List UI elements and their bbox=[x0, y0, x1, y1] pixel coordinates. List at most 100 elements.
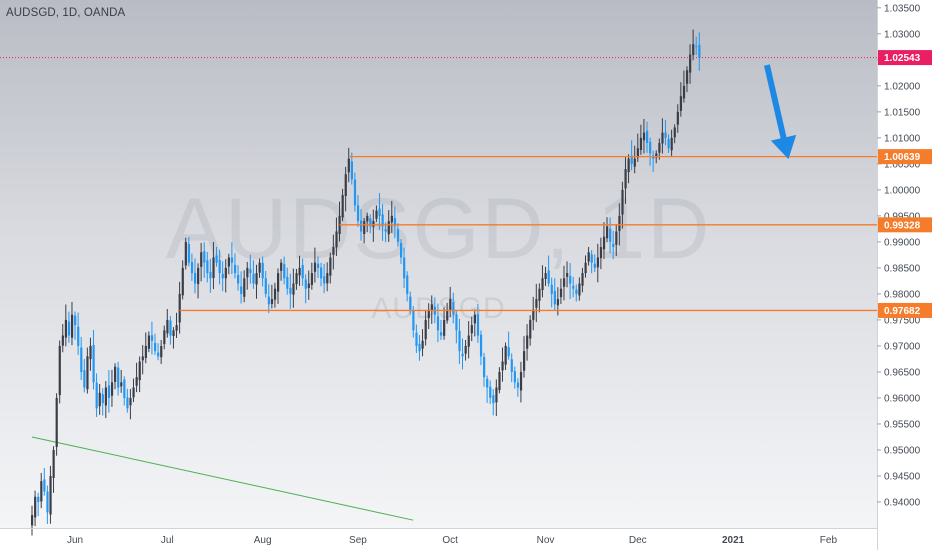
candle-body bbox=[646, 130, 649, 144]
candle-body bbox=[316, 263, 320, 268]
candle-body bbox=[237, 274, 240, 284]
candle-body bbox=[295, 273, 298, 285]
candle-body bbox=[483, 357, 486, 378]
candle-body bbox=[553, 290, 556, 305]
y-tick-label: 0.97500 bbox=[884, 315, 921, 326]
candle-body bbox=[80, 347, 83, 372]
level-price-tag[interactable] bbox=[878, 217, 932, 233]
x-tick-label: Nov bbox=[537, 535, 555, 546]
candle-body bbox=[86, 356, 89, 390]
candle-body bbox=[504, 345, 507, 365]
candle-body bbox=[636, 148, 639, 158]
candle-body bbox=[98, 392, 101, 407]
candle-body bbox=[55, 397, 58, 448]
candle-body bbox=[606, 226, 609, 239]
candle-body bbox=[209, 271, 212, 279]
x-tick-label: Oct bbox=[442, 535, 458, 546]
candle-body bbox=[627, 158, 630, 173]
candle-body bbox=[43, 479, 46, 492]
candle-body bbox=[310, 273, 314, 285]
candle-body bbox=[184, 241, 187, 266]
candle-body bbox=[612, 243, 615, 248]
y-tick-label: 0.95500 bbox=[884, 419, 921, 430]
candle-body bbox=[227, 257, 230, 267]
candle-body bbox=[313, 262, 317, 272]
trendline[interactable] bbox=[31, 436, 414, 521]
candle-body bbox=[661, 132, 664, 144]
candle-body bbox=[452, 302, 455, 315]
candle-body bbox=[698, 44, 701, 58]
candle-body bbox=[273, 288, 277, 300]
candle-body bbox=[541, 278, 544, 290]
candle-body bbox=[200, 252, 203, 267]
level-price-tag[interactable] bbox=[878, 149, 932, 165]
candle-body bbox=[129, 397, 132, 406]
candle-body bbox=[486, 378, 489, 388]
candle-body bbox=[74, 315, 77, 326]
candle-body bbox=[160, 345, 163, 358]
x-tick-label: Aug bbox=[254, 535, 272, 546]
candle-body bbox=[479, 334, 483, 357]
candle-body bbox=[221, 273, 224, 279]
candle-body bbox=[249, 269, 252, 274]
candle-body bbox=[535, 299, 538, 308]
candle-body bbox=[101, 394, 104, 404]
candle-body bbox=[77, 326, 80, 346]
candle-body bbox=[277, 273, 280, 292]
candle-body bbox=[587, 252, 590, 262]
current-price-tag[interactable] bbox=[878, 50, 932, 66]
candle-body bbox=[246, 267, 249, 278]
candle-body bbox=[120, 382, 123, 387]
level-price-tag-label: 0.97682 bbox=[884, 306, 921, 317]
y-tick-label: 0.95000 bbox=[884, 445, 921, 456]
candle-body bbox=[572, 285, 575, 289]
candle-body bbox=[215, 255, 218, 263]
level-price-tag[interactable] bbox=[878, 302, 932, 318]
candle-body bbox=[575, 289, 578, 294]
candle-body bbox=[430, 304, 433, 310]
candle-body bbox=[132, 387, 135, 398]
candle-body bbox=[384, 229, 387, 232]
candle-body bbox=[203, 251, 206, 263]
candle-body bbox=[436, 316, 440, 331]
candle-body bbox=[412, 310, 415, 331]
candle-body bbox=[489, 386, 492, 398]
candle-body bbox=[363, 221, 366, 235]
time-axis[interactable] bbox=[0, 528, 877, 550]
price-axis[interactable] bbox=[877, 0, 932, 550]
candle-body bbox=[123, 379, 126, 398]
candle-body bbox=[230, 257, 234, 263]
candle-body bbox=[258, 262, 261, 273]
candle-body bbox=[197, 267, 200, 284]
candle-body bbox=[602, 236, 606, 250]
candle-body bbox=[403, 257, 406, 279]
candle-body bbox=[590, 254, 593, 263]
candle-body bbox=[692, 44, 695, 56]
candle-body bbox=[676, 111, 679, 125]
candle-body bbox=[406, 275, 409, 294]
candle-body bbox=[289, 287, 292, 294]
candle-body bbox=[547, 270, 550, 284]
candle-body bbox=[190, 262, 194, 274]
candle-body bbox=[427, 309, 430, 319]
candle-body bbox=[89, 345, 92, 360]
plot-area[interactable] bbox=[0, 0, 877, 528]
candle-body bbox=[360, 220, 363, 232]
candle-body bbox=[507, 347, 510, 357]
candle-body bbox=[283, 264, 286, 279]
candle-body bbox=[615, 231, 618, 245]
candle-body bbox=[350, 161, 353, 180]
candle-body bbox=[639, 137, 643, 151]
candle-body bbox=[396, 229, 400, 242]
y-tick-label: 1.01500 bbox=[884, 107, 921, 118]
candle-body bbox=[618, 215, 621, 232]
forecast-arrow[interactable] bbox=[764, 64, 797, 160]
y-tick-label: 0.98000 bbox=[884, 289, 921, 300]
candle-body bbox=[443, 319, 446, 336]
candle-body bbox=[581, 273, 584, 286]
symbol-title[interactable]: AUDSGD, 1D, OANDA bbox=[6, 7, 126, 19]
candle-body bbox=[513, 371, 516, 383]
candle-body bbox=[166, 319, 169, 334]
candle-body bbox=[261, 262, 264, 279]
